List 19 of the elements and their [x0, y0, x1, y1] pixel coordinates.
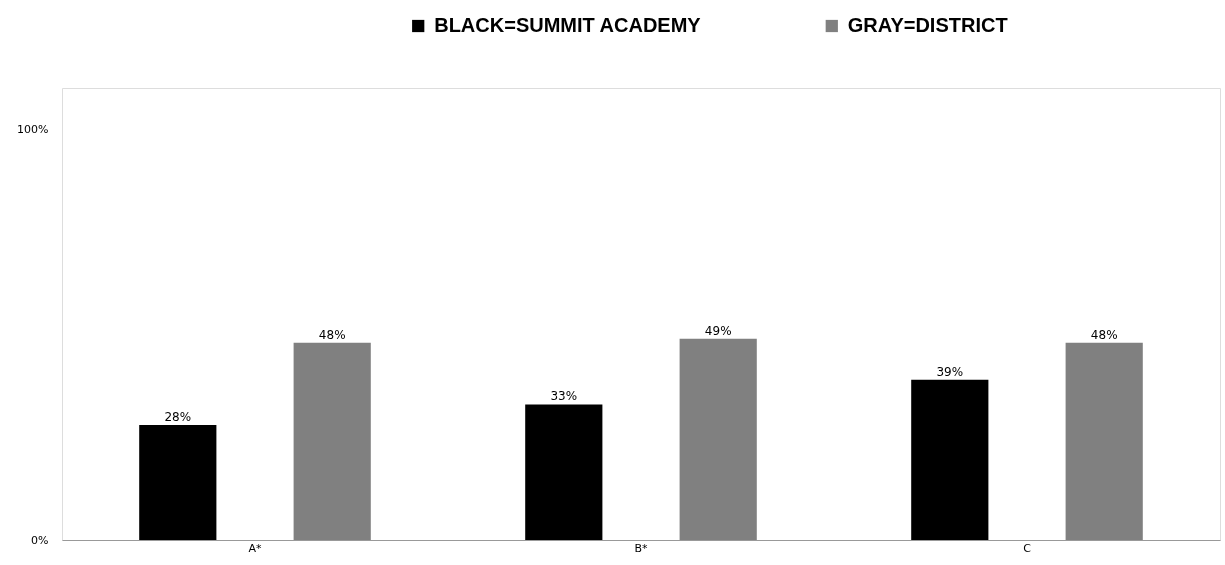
data-label: 28%: [164, 409, 192, 424]
legend-label: BLACK=SUMMIT ACADEMY: [434, 14, 702, 36]
bar: [139, 424, 217, 540]
x-tick-label: A*: [248, 541, 263, 555]
data-label: 49%: [704, 323, 732, 338]
data-label: 48%: [1090, 327, 1118, 342]
bar: [911, 379, 989, 540]
bar: [525, 404, 603, 540]
bar: [293, 342, 371, 540]
x-tick-label: B*: [634, 541, 649, 555]
x-tick-label: C: [1023, 541, 1032, 555]
data-label: 48%: [318, 327, 346, 342]
bar: [1065, 342, 1143, 540]
bar: [679, 338, 757, 540]
y-tick-label: 0%: [31, 533, 49, 547]
y-tick-label: 100%: [17, 122, 49, 136]
data-label: 33%: [550, 389, 578, 404]
legend-label: GRAY=DISTRICT: [847, 14, 1008, 36]
data-label: 39%: [936, 364, 964, 379]
